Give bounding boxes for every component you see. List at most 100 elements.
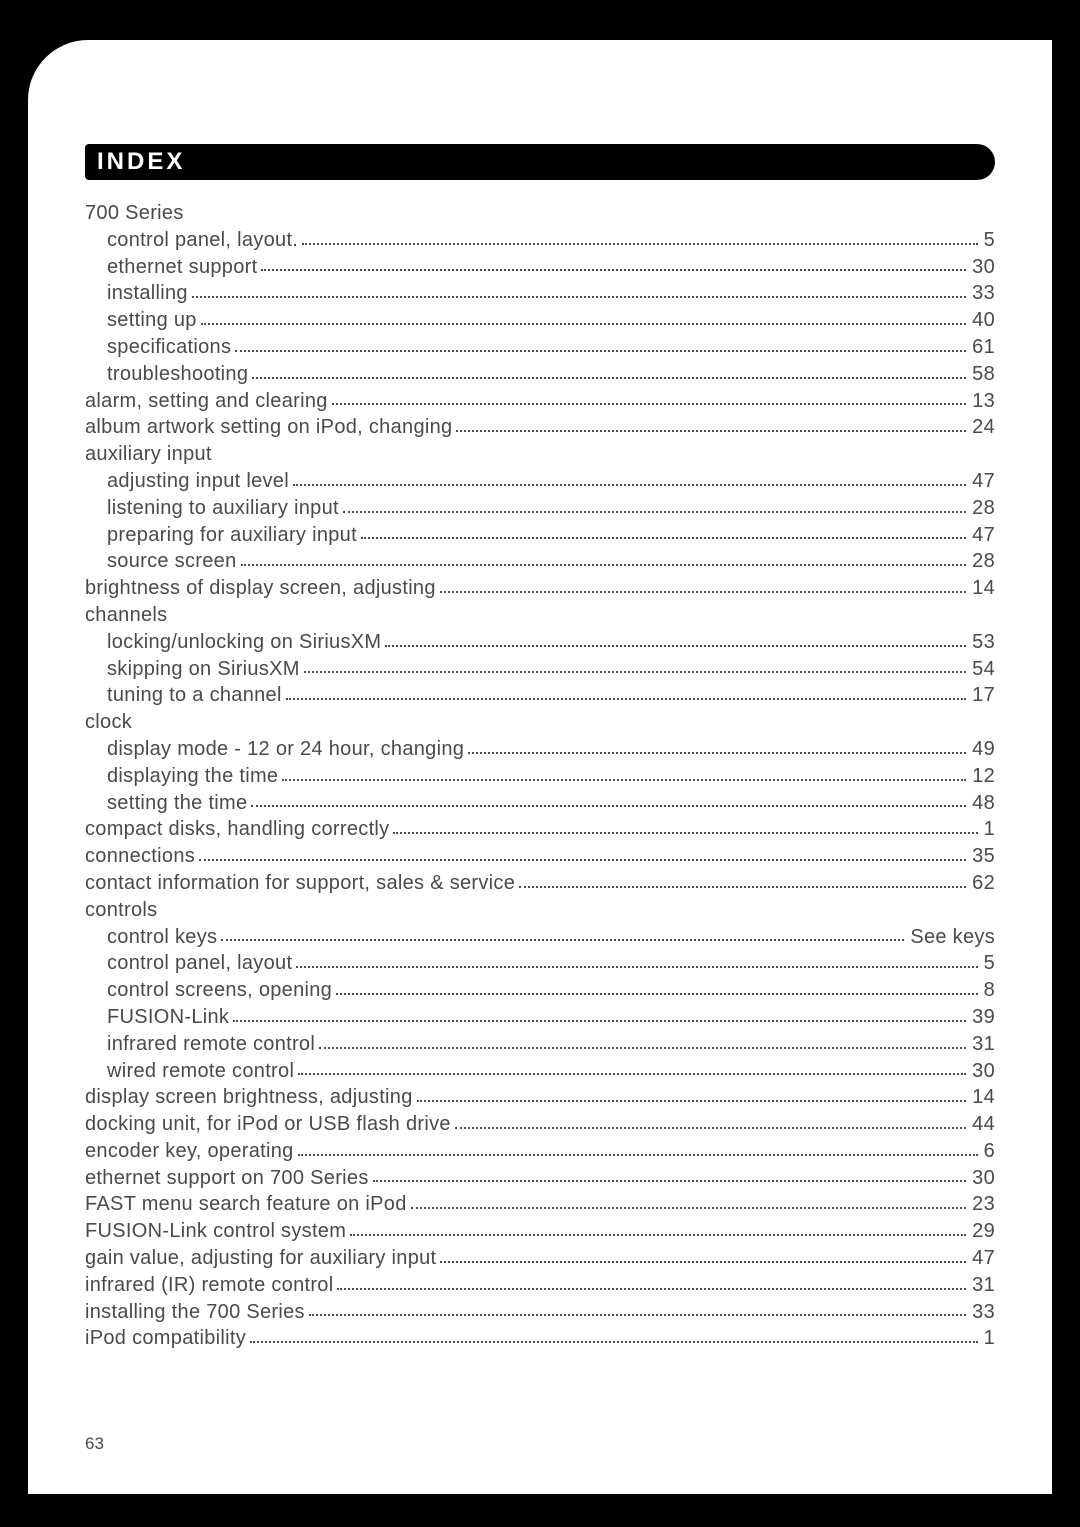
- index-entry: setting up 40: [85, 307, 995, 334]
- index-entry: encoder key, operating 6: [85, 1138, 995, 1165]
- index-entry-label: control panel, layout.: [107, 227, 298, 254]
- index-entry-page: 14: [970, 575, 995, 602]
- dot-leader: [302, 243, 977, 245]
- index-entry: auxiliary input: [85, 441, 995, 468]
- index-entry: troubleshooting 58: [85, 361, 995, 388]
- index-entry: alarm, setting and clearing 13: [85, 388, 995, 415]
- index-entry: FAST menu search feature on iPod 23: [85, 1191, 995, 1218]
- index-entry-page: 35: [970, 843, 995, 870]
- index-entry-page: 62: [970, 870, 995, 897]
- dot-leader: [221, 939, 904, 941]
- index-entry-page: 49: [970, 736, 995, 763]
- index-entry-label: auxiliary input: [85, 441, 212, 468]
- index-entry-label: FAST menu search feature on iPod: [85, 1191, 407, 1218]
- index-entry-page: 39: [970, 1004, 995, 1031]
- index-entry-label: control keys: [107, 924, 217, 951]
- dot-leader: [252, 377, 966, 379]
- index-entry-label: control panel, layout: [107, 950, 292, 977]
- index-entry: locking/unlocking on SiriusXM 53: [85, 629, 995, 656]
- index-entry-page: 30: [970, 254, 995, 281]
- dot-leader: [293, 484, 966, 486]
- index-entry-page: 47: [970, 522, 995, 549]
- index-entry-page: 33: [970, 1299, 995, 1326]
- dot-leader: [440, 591, 966, 593]
- index-entry-label: 700 Series: [85, 200, 184, 227]
- index-entry: control screens, opening 8: [85, 977, 995, 1004]
- index-entry-label: troubleshooting: [107, 361, 248, 388]
- index-entry-page: 1: [982, 816, 995, 843]
- dot-leader: [393, 832, 977, 834]
- index-entry-label: iPod compatibility: [85, 1325, 246, 1352]
- index-entry-label: channels: [85, 602, 167, 629]
- index-entry-page: 13: [970, 388, 995, 415]
- index-entry-page: 54: [970, 656, 995, 683]
- index-entry: infrared remote control 31: [85, 1031, 995, 1058]
- index-entry: listening to auxiliary input 28: [85, 495, 995, 522]
- index-entry-page: 48: [970, 790, 995, 817]
- dot-leader: [417, 1100, 966, 1102]
- index-entry-page: 28: [970, 495, 995, 522]
- index-entry: album artwork setting on iPod, changing …: [85, 414, 995, 441]
- index-entry-label: ethernet support on 700 Series: [85, 1165, 369, 1192]
- index-entry-label: brightness of display screen, adjusting: [85, 575, 436, 602]
- index-entry: installing the 700 Series 33: [85, 1299, 995, 1326]
- page-number: 63: [85, 1434, 104, 1454]
- index-entry: channels: [85, 602, 995, 629]
- index-entry-label: infrared remote control: [107, 1031, 315, 1058]
- dot-leader: [298, 1154, 978, 1156]
- dot-leader: [286, 698, 966, 700]
- index-entry-page: 28: [970, 548, 995, 575]
- dot-leader: [251, 805, 966, 807]
- index-entry-page: 12: [970, 763, 995, 790]
- index-entry-page: 53: [970, 629, 995, 656]
- index-entry-label: setting up: [107, 307, 197, 334]
- dot-leader: [336, 993, 977, 995]
- dot-leader: [361, 537, 966, 539]
- index-entry-page: 31: [970, 1031, 995, 1058]
- index-entry-label: display mode - 12 or 24 hour, changing: [107, 736, 464, 763]
- index-entry-label: preparing for auxiliary input: [107, 522, 357, 549]
- index-entry-label: adjusting input level: [107, 468, 289, 495]
- index-entry-label: displaying the time: [107, 763, 278, 790]
- index-header-title: INDEX: [97, 148, 185, 176]
- dot-leader: [411, 1207, 967, 1209]
- index-entry-page: 47: [970, 468, 995, 495]
- index-entry-label: locking/unlocking on SiriusXM: [107, 629, 381, 656]
- index-entry-page: 24: [970, 414, 995, 441]
- index-entry: ethernet support 30: [85, 254, 995, 281]
- dot-leader: [456, 430, 966, 432]
- index-entry-label: listening to auxiliary input: [107, 495, 339, 522]
- index-entry-label: contact information for support, sales &…: [85, 870, 515, 897]
- index-entry: control panel, layout. 5: [85, 227, 995, 254]
- index-entry: iPod compatibility 1: [85, 1325, 995, 1352]
- index-entry: 700 Series: [85, 200, 995, 227]
- index-entry-page: 30: [970, 1165, 995, 1192]
- index-entry: wired remote control 30: [85, 1058, 995, 1085]
- index-entry-label: source screen: [107, 548, 237, 575]
- index-entry-page: 17: [970, 682, 995, 709]
- index-entry: control panel, layout 5: [85, 950, 995, 977]
- index-entry-page: 14: [970, 1084, 995, 1111]
- index-entry-page: 23: [970, 1191, 995, 1218]
- index-entry-label: tuning to a channel: [107, 682, 282, 709]
- index-entry-label: specifications: [107, 334, 231, 361]
- dot-leader: [385, 645, 966, 647]
- dot-leader: [298, 1073, 966, 1075]
- index-entry-label: setting the time: [107, 790, 247, 817]
- index-entry-page: 58: [970, 361, 995, 388]
- dot-leader: [241, 564, 967, 566]
- index-entry: clock: [85, 709, 995, 736]
- dot-leader: [337, 1288, 966, 1290]
- index-entry-label: encoder key, operating: [85, 1138, 294, 1165]
- index-entry-page: 5: [982, 950, 995, 977]
- index-entry-label: infrared (IR) remote control: [85, 1272, 333, 1299]
- index-entry-label: album artwork setting on iPod, changing: [85, 414, 452, 441]
- dot-leader: [282, 779, 966, 781]
- index-entry: display screen brightness, adjusting 14: [85, 1084, 995, 1111]
- dot-leader: [235, 350, 966, 352]
- index-entry-label: compact disks, handling correctly: [85, 816, 389, 843]
- index-entry-label: clock: [85, 709, 132, 736]
- index-entry: displaying the time 12: [85, 763, 995, 790]
- dot-leader: [373, 1180, 967, 1182]
- dot-leader: [343, 511, 966, 513]
